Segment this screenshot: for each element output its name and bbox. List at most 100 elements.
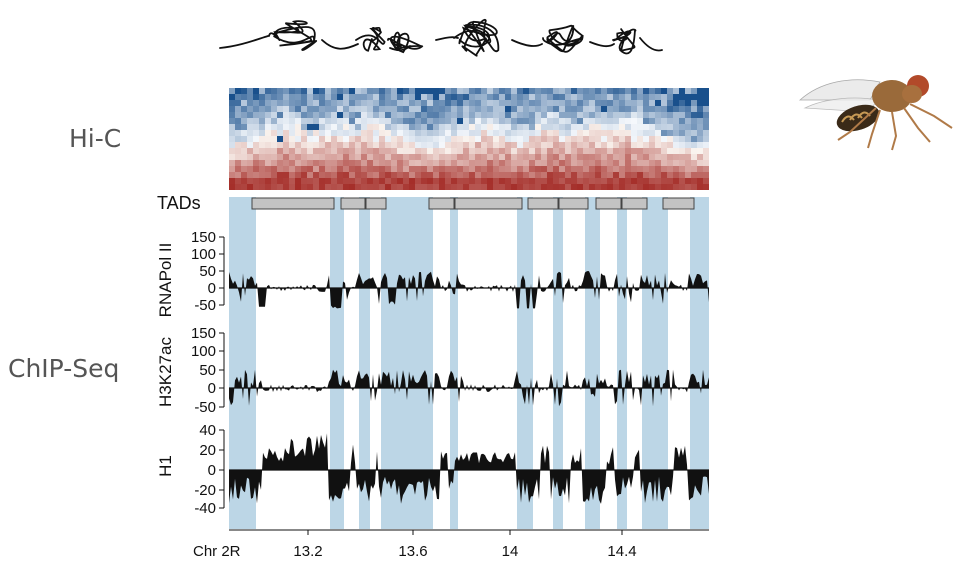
hic-cell — [535, 88, 541, 94]
hic-cell — [397, 118, 403, 124]
hic-cell — [589, 166, 595, 172]
hic-cell — [325, 88, 331, 94]
hic-cell — [295, 130, 301, 136]
track-tick-label: 100 — [191, 343, 216, 360]
hic-cell — [661, 166, 667, 172]
hic-cell — [541, 100, 547, 106]
hic-cell — [277, 130, 283, 136]
hic-cell — [259, 178, 265, 184]
hic-cell — [553, 178, 559, 184]
hic-cell — [547, 178, 553, 184]
hic-cell — [517, 166, 523, 172]
hic-cell — [667, 100, 673, 106]
hic-cell — [559, 100, 565, 106]
hic-cell — [391, 178, 397, 184]
hic-cell — [607, 172, 613, 178]
hic-cell — [547, 118, 553, 124]
hic-cell — [451, 148, 457, 154]
hic-cell — [595, 88, 601, 94]
hic-cell — [595, 166, 601, 172]
hic-cell — [679, 166, 685, 172]
hic-cell — [529, 112, 535, 118]
hic-cell — [445, 154, 451, 160]
hic-cell — [337, 154, 343, 160]
hic-cell — [547, 106, 553, 112]
hic-cell — [493, 184, 499, 190]
hic-cell — [433, 148, 439, 154]
hic-cell — [235, 184, 241, 190]
hic-cell — [703, 184, 709, 190]
hic-cell — [409, 166, 415, 172]
hic-cell — [427, 160, 433, 166]
hic-cell — [661, 184, 667, 190]
hic-cell — [343, 94, 349, 100]
hic-cell — [307, 112, 313, 118]
hic-cell — [571, 124, 577, 130]
hic-cell — [295, 124, 301, 130]
hic-cell — [625, 154, 631, 160]
hic-cell — [361, 94, 367, 100]
hic-cell — [319, 178, 325, 184]
hic-cell — [325, 124, 331, 130]
hic-cell — [589, 94, 595, 100]
hic-cell — [487, 118, 493, 124]
hic-cell — [565, 142, 571, 148]
hic-cell — [403, 154, 409, 160]
hic-cell — [637, 148, 643, 154]
hic-cell — [535, 106, 541, 112]
hic-cell — [307, 94, 313, 100]
hic-cell — [685, 118, 691, 124]
hic-cell — [649, 178, 655, 184]
hic-cell — [655, 130, 661, 136]
hic-cell — [685, 94, 691, 100]
hic-cell — [547, 112, 553, 118]
hic-cell — [577, 160, 583, 166]
hic-cell — [325, 160, 331, 166]
hic-cell — [235, 148, 241, 154]
hic-cell — [373, 130, 379, 136]
hic-cell — [277, 154, 283, 160]
hic-cell — [397, 124, 403, 130]
hic-cell — [571, 166, 577, 172]
hic-cell — [253, 142, 259, 148]
hic-cell — [295, 106, 301, 112]
x-axis: Chr 2R 13.2 13.6 14 14.4 — [193, 529, 709, 560]
hic-cell — [601, 136, 607, 142]
hic-cell — [259, 148, 265, 154]
hic-cell — [325, 94, 331, 100]
hic-cell — [559, 154, 565, 160]
hic-cell — [595, 178, 601, 184]
hic-cell — [523, 118, 529, 124]
hic-cell — [241, 172, 247, 178]
hic-cell — [529, 160, 535, 166]
hic-cell — [319, 94, 325, 100]
hic-cell — [601, 184, 607, 190]
hic-cell — [631, 142, 637, 148]
hic-cell — [571, 154, 577, 160]
hic-cell — [289, 154, 295, 160]
hic-cell — [433, 118, 439, 124]
hic-cell — [253, 166, 259, 172]
hic-cell — [421, 184, 427, 190]
hic-cell — [553, 148, 559, 154]
hic-cell — [247, 88, 253, 94]
hic-cell — [613, 136, 619, 142]
hic-cell — [385, 142, 391, 148]
hic-cell — [271, 142, 277, 148]
hic-cell — [475, 112, 481, 118]
tad-box — [365, 197, 387, 210]
hic-cell — [559, 136, 565, 142]
hic-cell — [391, 160, 397, 166]
hic-cell — [367, 142, 373, 148]
hic-cell — [529, 178, 535, 184]
hic-cell — [643, 124, 649, 130]
hic-cell — [673, 178, 679, 184]
hic-cell — [451, 106, 457, 112]
hic-cell — [403, 124, 409, 130]
hic-cell — [307, 184, 313, 190]
hic-cell — [493, 154, 499, 160]
hic-cell — [691, 172, 697, 178]
hic-cell — [577, 178, 583, 184]
hic-cell — [427, 112, 433, 118]
hic-cell — [319, 142, 325, 148]
